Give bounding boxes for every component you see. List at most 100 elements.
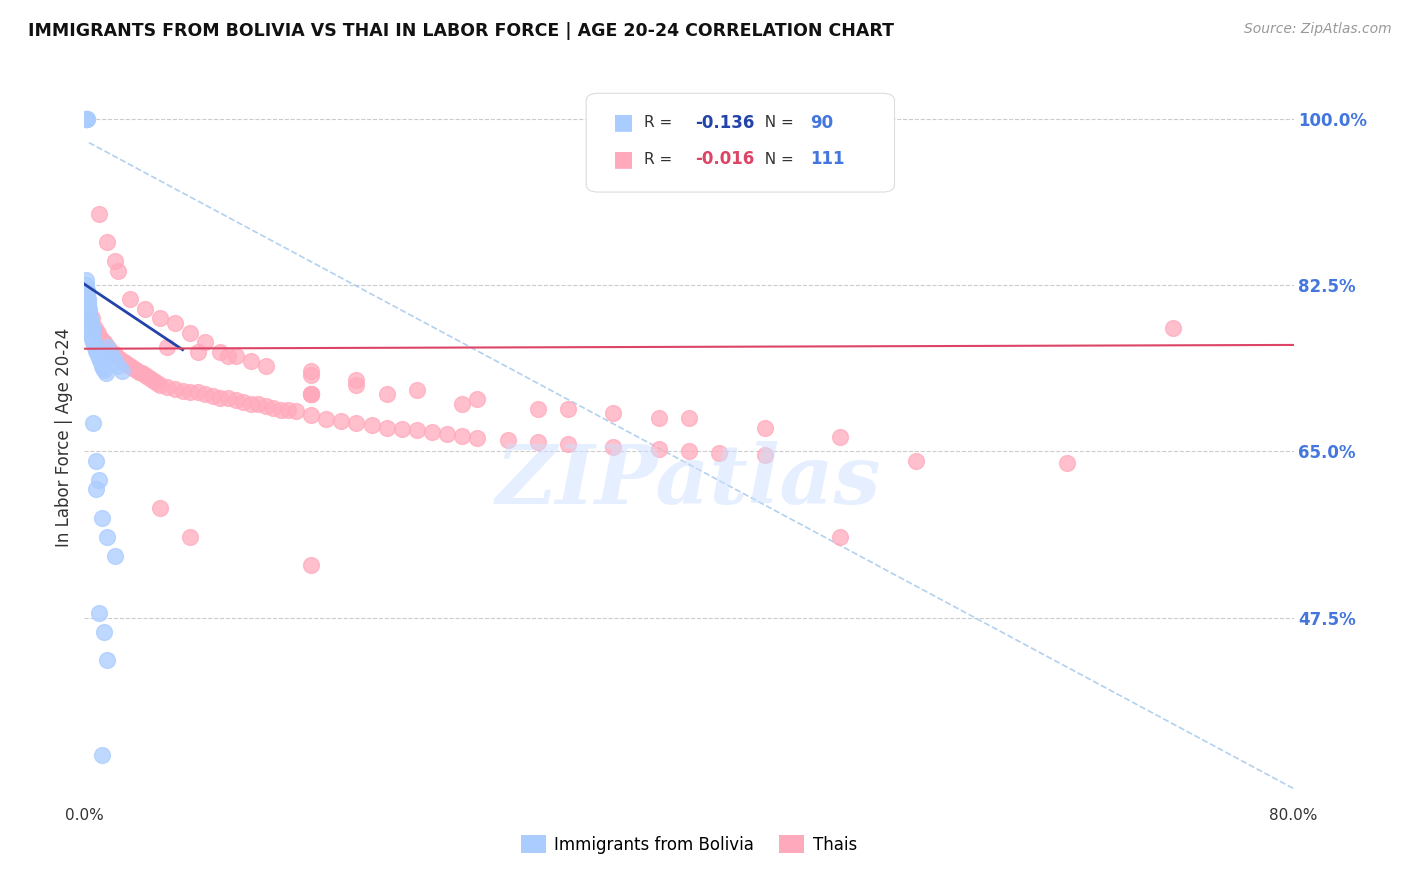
Immigrants from Bolivia (86, 343, 108, 358)
Thais (131, 367, 153, 381)
Immigrants from Bolivia (80, 321, 103, 335)
Thais (194, 387, 217, 401)
Immigrants from Bolivia (79, 316, 101, 330)
Thais (299, 558, 322, 573)
Immigrants from Bolivia (80, 321, 103, 335)
Thais (678, 444, 700, 458)
Thais (217, 349, 239, 363)
Y-axis label: In Labor Force | Age 20-24: In Labor Force | Age 20-24 (55, 327, 73, 547)
Thais (451, 429, 474, 443)
Immigrants from Bolivia (76, 297, 98, 311)
Immigrants from Bolivia (80, 321, 103, 335)
Thais (104, 254, 127, 268)
Immigrants from Bolivia (75, 112, 97, 126)
Thais (96, 340, 118, 354)
Thais (142, 374, 165, 388)
Thais (94, 338, 117, 352)
Immigrants from Bolivia (76, 287, 98, 301)
Thais (201, 389, 224, 403)
Thais (146, 376, 169, 390)
Thais (285, 404, 308, 418)
Immigrants from Bolivia (86, 483, 108, 497)
Immigrants from Bolivia (82, 332, 104, 346)
Immigrants from Bolivia (80, 321, 103, 335)
Immigrants from Bolivia (104, 354, 127, 368)
Immigrants from Bolivia (76, 283, 98, 297)
Thais (209, 344, 232, 359)
Thais (247, 397, 270, 411)
Immigrants from Bolivia (80, 321, 103, 335)
Immigrants from Bolivia (77, 301, 100, 316)
Thais (107, 264, 129, 278)
Immigrants from Bolivia (86, 345, 108, 359)
Thais (602, 406, 624, 420)
Thais (557, 401, 579, 416)
Text: -0.016: -0.016 (695, 150, 754, 168)
Thais (496, 433, 519, 447)
Thais (156, 340, 179, 354)
Immigrants from Bolivia (82, 334, 104, 348)
Thais (97, 342, 120, 356)
Thais (100, 345, 122, 359)
Immigrants from Bolivia (93, 362, 115, 376)
Immigrants from Bolivia (80, 321, 103, 335)
Thais (262, 401, 284, 415)
Thais (86, 326, 108, 340)
Immigrants from Bolivia (93, 624, 115, 639)
Thais (179, 326, 201, 340)
Immigrants from Bolivia (79, 311, 101, 326)
Thais (330, 414, 353, 428)
Immigrants from Bolivia (79, 313, 101, 327)
FancyBboxPatch shape (586, 94, 894, 192)
Text: -0.136: -0.136 (695, 113, 755, 131)
Text: R =: R = (644, 115, 678, 130)
Immigrants from Bolivia (75, 293, 97, 307)
Immigrants from Bolivia (77, 303, 100, 318)
Text: ■: ■ (613, 112, 634, 133)
Thais (467, 392, 489, 406)
Thais (84, 321, 107, 335)
Immigrants from Bolivia (77, 310, 100, 324)
Immigrants from Bolivia (87, 349, 110, 363)
Immigrants from Bolivia (100, 349, 122, 363)
Immigrants from Bolivia (84, 342, 107, 356)
Thais (254, 359, 277, 373)
Immigrants from Bolivia (76, 293, 98, 307)
Thais (678, 411, 700, 425)
Immigrants from Bolivia (111, 363, 134, 377)
Thais (1056, 456, 1078, 470)
Thais (299, 368, 322, 383)
Thais (134, 368, 156, 383)
Immigrants from Bolivia (96, 653, 118, 667)
Thais (299, 387, 322, 401)
Immigrants from Bolivia (77, 307, 100, 321)
Thais (346, 373, 368, 387)
Thais (299, 387, 322, 401)
Immigrants from Bolivia (76, 293, 98, 307)
Thais (118, 293, 141, 307)
Immigrants from Bolivia (89, 473, 111, 487)
Thais (254, 399, 277, 413)
Text: R =: R = (644, 152, 678, 167)
Immigrants from Bolivia (80, 328, 103, 343)
Thais (115, 357, 138, 371)
Thais (375, 387, 398, 401)
Immigrants from Bolivia (90, 357, 112, 371)
Immigrants from Bolivia (84, 340, 107, 354)
Thais (156, 380, 179, 394)
Thais (165, 316, 187, 330)
Immigrants from Bolivia (80, 321, 103, 335)
Thais (904, 454, 927, 468)
Thais (225, 349, 247, 363)
Immigrants from Bolivia (96, 340, 118, 354)
Thais (406, 424, 429, 438)
Immigrants from Bolivia (80, 323, 103, 337)
Immigrants from Bolivia (76, 112, 98, 126)
Thais (451, 397, 474, 411)
Immigrants from Bolivia (90, 355, 112, 369)
Thais (299, 363, 322, 377)
Immigrants from Bolivia (77, 297, 100, 311)
Immigrants from Bolivia (77, 301, 100, 316)
Thais (134, 301, 156, 316)
Immigrants from Bolivia (87, 347, 110, 361)
